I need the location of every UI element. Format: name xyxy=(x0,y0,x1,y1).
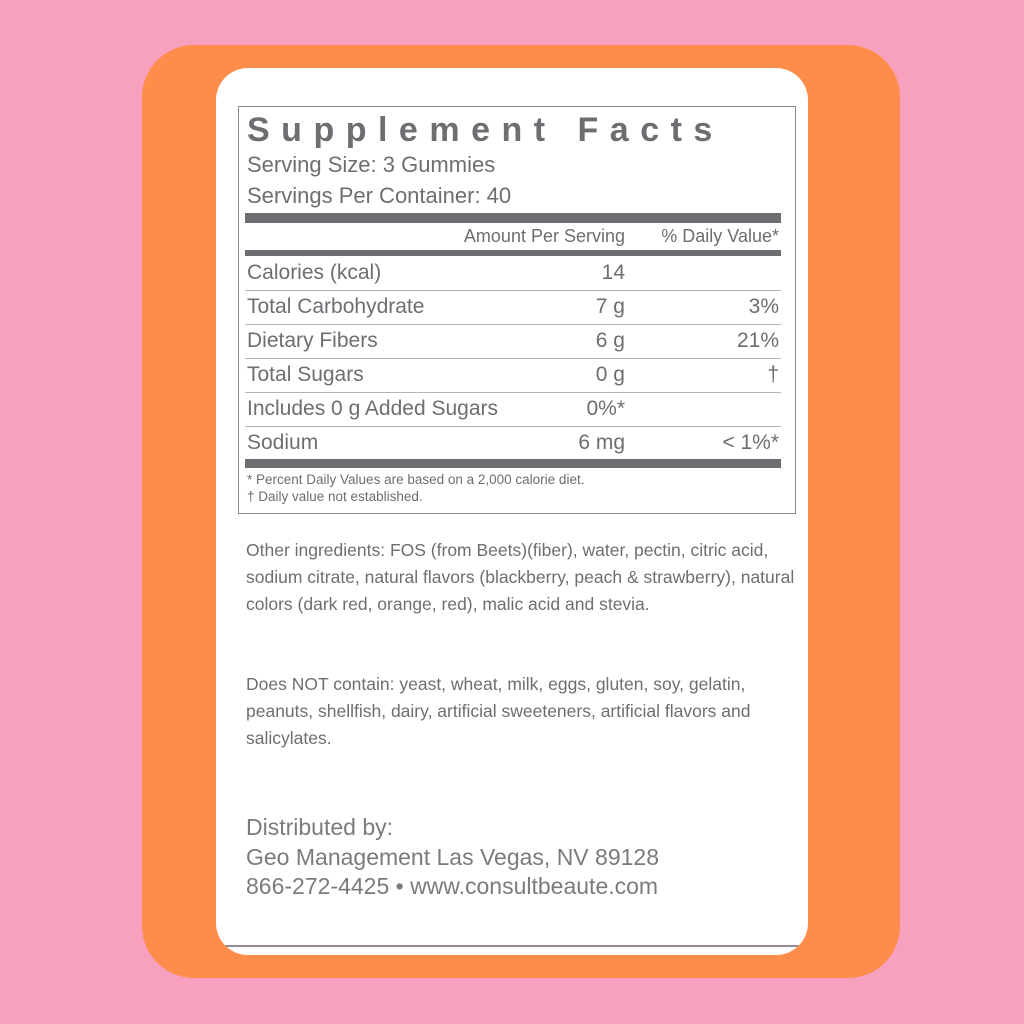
nutrient-label: Dietary Fibers xyxy=(247,329,378,352)
nutrient-label: Sodium xyxy=(247,431,319,454)
facts-title: Supplement Facts xyxy=(247,111,724,149)
nutrient-row: Total Carbohydrate 7 g 3% xyxy=(239,290,795,324)
thick-bar xyxy=(245,213,781,223)
nutrient-row: Includes 0 g Added Sugars 0%* xyxy=(239,392,795,426)
nutrient-daily-value: 3% xyxy=(748,295,779,318)
row-divider xyxy=(245,358,781,359)
nutrient-row: Sodium 6 mg < 1%* xyxy=(239,426,795,460)
nutrient-label: Calories (kcal) xyxy=(247,261,382,284)
distributed-by-label: Distributed by: xyxy=(246,814,394,840)
nutrient-row: Total Sugars 0 g † xyxy=(239,358,795,392)
serving-size: Serving Size: 3 Gummies xyxy=(247,152,496,177)
medium-bar xyxy=(245,250,781,256)
nutrient-label: Total Carbohydrate xyxy=(247,295,425,318)
other-ingredients: Other ingredients: FOS (from Beets)(fibe… xyxy=(246,540,795,614)
nutrient-row: Dietary Fibers 6 g 21% xyxy=(239,324,795,358)
footnote-not-established: † Daily value not established. xyxy=(247,489,423,504)
nutrient-amount: 14 xyxy=(601,261,625,284)
does-not-contain: Does NOT contain: yeast, wheat, milk, eg… xyxy=(246,674,751,748)
nutrient-amount: 6 g xyxy=(595,329,625,352)
servings-per-container: Servings Per Container: 40 xyxy=(247,183,512,208)
header-daily-value: % Daily Value* xyxy=(661,226,779,246)
nutrient-amount: 7 g xyxy=(595,295,625,318)
row-divider xyxy=(245,290,781,291)
row-divider xyxy=(245,426,781,427)
header-amount: Amount Per Serving xyxy=(463,226,625,246)
row-divider xyxy=(245,324,781,325)
nutrient-label: Total Sugars xyxy=(247,363,364,386)
nutrient-label: Includes 0 g Added Sugars xyxy=(247,397,499,420)
distributor-contact: 866-272-4425 • www.consultbeaute.com xyxy=(246,873,659,899)
distributor-address: Geo Management Las Vegas, NV 89128 xyxy=(246,844,660,870)
divider xyxy=(216,945,808,947)
footnote-daily-values: * Percent Daily Values are based on a 2,… xyxy=(247,472,585,487)
supplement-facts-table: Supplement Facts Serving Size: 3 Gummies… xyxy=(238,106,796,514)
nutrient-amount: 0 g xyxy=(595,363,625,386)
nutrient-daily-value: † xyxy=(767,363,779,386)
thick-bar xyxy=(245,459,781,468)
nutrient-amount: 6 mg xyxy=(578,431,625,454)
nutrient-amount: 0%* xyxy=(586,397,625,420)
row-divider xyxy=(245,392,781,393)
nutrient-daily-value: 21% xyxy=(736,329,779,352)
nutrient-row: Calories (kcal) 14 xyxy=(239,256,795,290)
nutrient-daily-value: < 1%* xyxy=(722,431,779,454)
